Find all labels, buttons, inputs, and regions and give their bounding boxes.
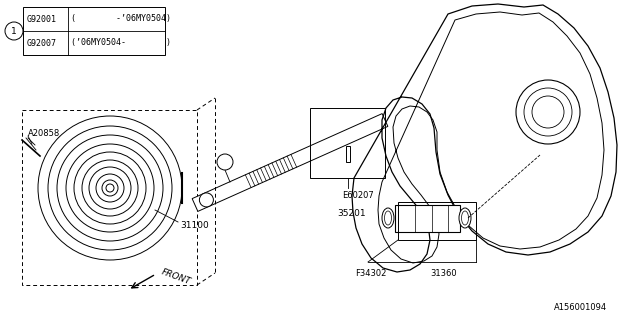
Text: G92001: G92001 (27, 14, 57, 23)
Ellipse shape (459, 208, 471, 228)
Text: 1: 1 (222, 157, 228, 166)
Text: A156001094: A156001094 (554, 303, 607, 313)
Text: FRONT: FRONT (160, 268, 192, 286)
Text: (’06MY0504-        ): (’06MY0504- ) (71, 38, 171, 47)
Bar (398, 202, 476, 240)
Circle shape (200, 193, 213, 207)
Circle shape (5, 22, 23, 40)
Text: G92007: G92007 (27, 38, 57, 47)
Text: 31100: 31100 (180, 220, 209, 229)
Text: E60207: E60207 (342, 191, 374, 201)
Text: F34302: F34302 (355, 269, 387, 278)
Text: 1: 1 (11, 27, 17, 36)
Text: 35201: 35201 (337, 209, 366, 218)
Circle shape (217, 154, 233, 170)
Bar (395, 205, 460, 232)
Ellipse shape (382, 208, 394, 228)
Polygon shape (192, 114, 388, 212)
Bar (22, 110, 197, 285)
Ellipse shape (385, 211, 392, 225)
Bar (310, 108, 385, 178)
Bar (346, 146, 349, 162)
Text: 31360: 31360 (430, 269, 456, 278)
Ellipse shape (461, 211, 468, 225)
Text: (        -’06MY0504): ( -’06MY0504) (71, 14, 171, 23)
Text: A20858: A20858 (28, 129, 60, 138)
Bar (23, 7, 165, 55)
